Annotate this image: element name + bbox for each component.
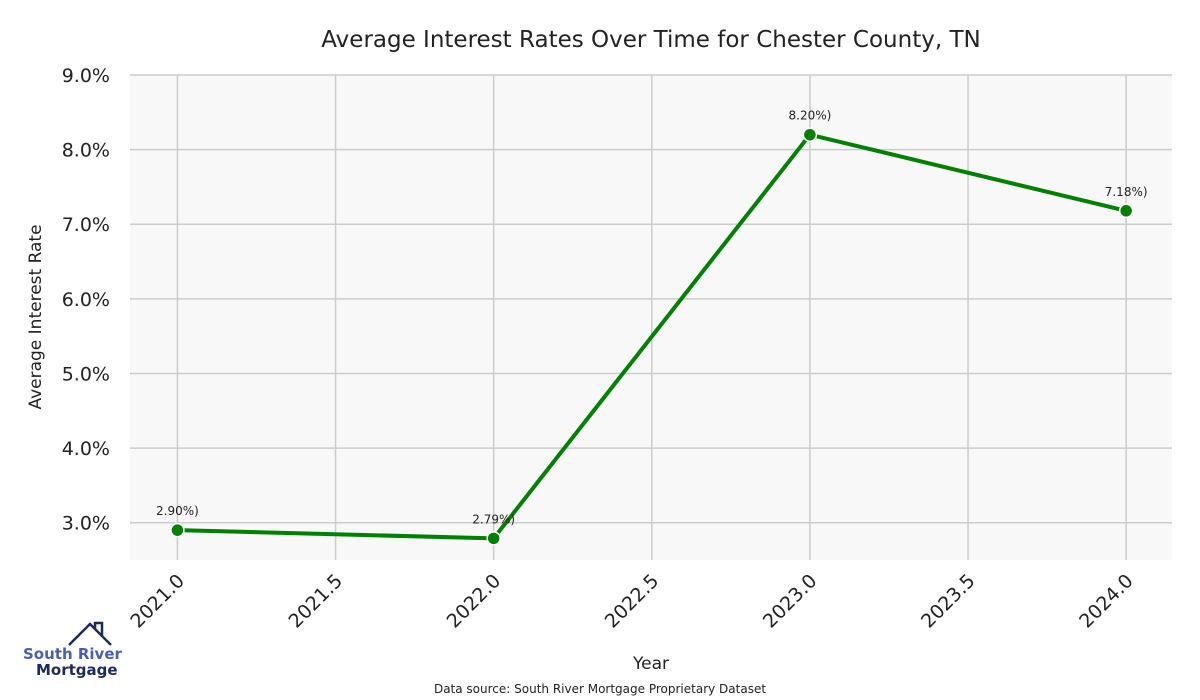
data-point xyxy=(170,522,185,538)
data-label: 2.79%) xyxy=(472,512,515,526)
data-label: 2.90%) xyxy=(156,504,199,518)
x-tick-label: 2024.0 xyxy=(1075,570,1138,633)
y-tick-label: 3.0% xyxy=(62,513,110,535)
plot-area xyxy=(130,75,1172,560)
x-tick-label: 2022.5 xyxy=(601,570,664,633)
data-point xyxy=(802,127,818,142)
y-tick-label: 4.0% xyxy=(62,438,110,460)
logo-line1: South River xyxy=(23,645,123,663)
house-roof-icon xyxy=(68,621,112,646)
logo-line2: Mortgage xyxy=(36,661,118,679)
data-point xyxy=(1118,203,1134,219)
data-source-note: Data source: South River Mortgage Propri… xyxy=(434,682,766,696)
x-tick-label: 2021.0 xyxy=(126,570,189,633)
x-tick-label: 2023.5 xyxy=(917,570,980,633)
series-marks: 2.90%) 2.79%) 8.20%) 7.18%) xyxy=(156,109,1148,546)
y-tick-label: 7.0% xyxy=(62,214,110,236)
data-label: 8.20%) xyxy=(789,109,832,123)
grid xyxy=(130,74,1172,560)
data-point xyxy=(486,531,501,546)
y-tick-label: 8.0% xyxy=(62,140,110,162)
data-label: 7.18%) xyxy=(1105,185,1148,199)
y-tick-label: 9.0% xyxy=(62,65,110,87)
y-axis-label: Average Interest Rate xyxy=(26,224,46,409)
x-axis-label: Year xyxy=(632,654,669,674)
south-river-logo: South River Mortgage xyxy=(23,621,123,679)
x-tick-label: 2022.0 xyxy=(443,570,506,633)
x-tick-label: 2023.0 xyxy=(759,570,822,633)
chart-title: Average Interest Rates Over Time for Che… xyxy=(321,27,980,53)
series-line xyxy=(177,132,1127,541)
y-tick-label: 6.0% xyxy=(62,289,110,311)
x-tick-label: 2021.5 xyxy=(285,570,348,633)
y-tick-label: 5.0% xyxy=(62,363,110,385)
